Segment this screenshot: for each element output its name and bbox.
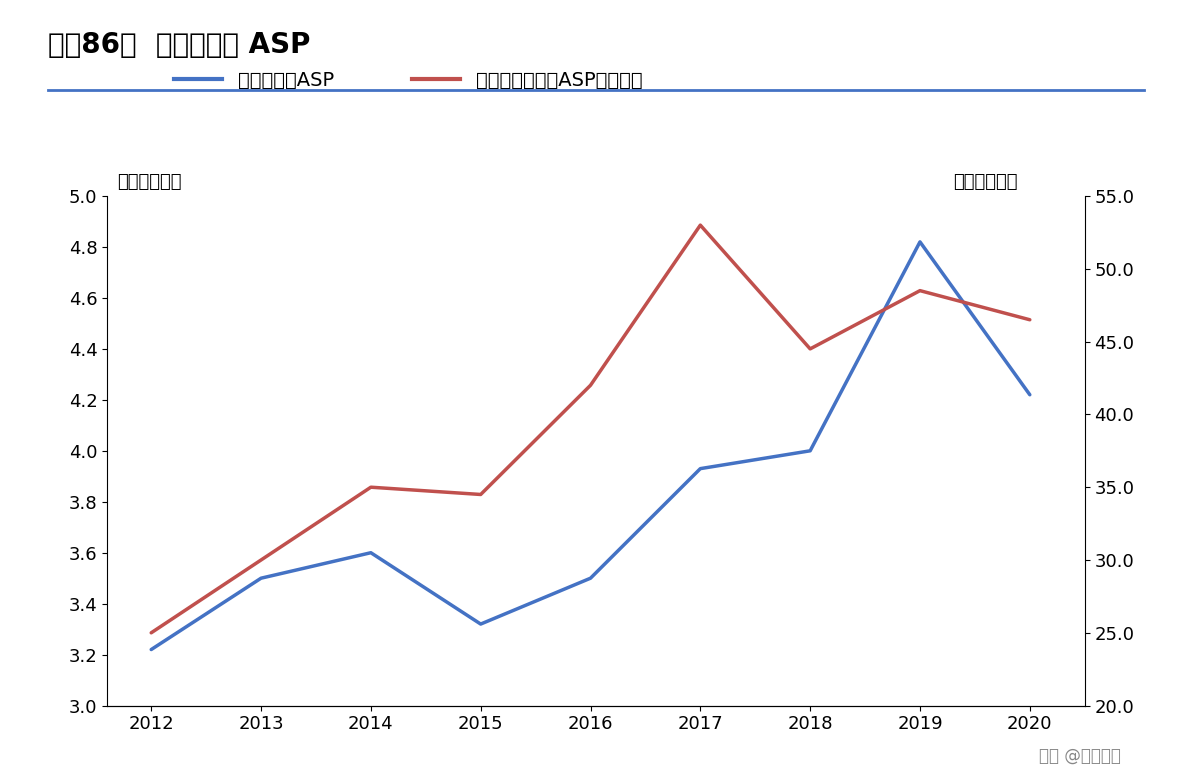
手机摄像头模组ASP（右轴） (1023, 315, 1037, 325)
手机镜头组ASP (144, 644, 159, 654)
Line: 手机镜头组ASP: 手机镜头组ASP (151, 241, 1030, 649)
手机镜头组ASP (1023, 390, 1037, 400)
手机摄像头模组ASP（右轴） (144, 628, 159, 637)
手机摄像头模组ASP（右轴） (473, 490, 488, 499)
Line: 手机摄像头模组ASP（右轴）: 手机摄像头模组ASP（右轴） (151, 225, 1030, 633)
手机镜头组ASP (694, 464, 708, 474)
手机摄像头模组ASP（右轴） (694, 220, 708, 230)
Text: 图表86：  舜宇：手镜 ASP: 图表86： 舜宇：手镜 ASP (48, 31, 310, 60)
手机摄像头模组ASP（右轴） (254, 555, 268, 564)
Text: 头条 @未来智库: 头条 @未来智库 (1038, 746, 1120, 764)
手机镜头组ASP (254, 574, 268, 583)
手机镜头组ASP (803, 446, 818, 456)
手机镜头组ASP (473, 619, 488, 629)
手机镜头组ASP (364, 548, 378, 557)
手机摄像头模组ASP（右轴） (913, 286, 927, 296)
Text: （人民币元）: （人民币元） (952, 173, 1017, 191)
手机摄像头模组ASP（右轴） (364, 482, 378, 492)
Text: （人民币元）: （人民币元） (117, 173, 181, 191)
手机镜头组ASP (913, 237, 927, 246)
手机摄像头模组ASP（右轴） (803, 344, 818, 354)
手机摄像头模组ASP（右轴） (583, 380, 597, 390)
Legend: 手机镜头组ASP, 手机摄像头模组ASP（右轴）: 手机镜头组ASP, 手机摄像头模组ASP（右轴） (166, 63, 651, 97)
手机镜头组ASP (583, 574, 597, 583)
